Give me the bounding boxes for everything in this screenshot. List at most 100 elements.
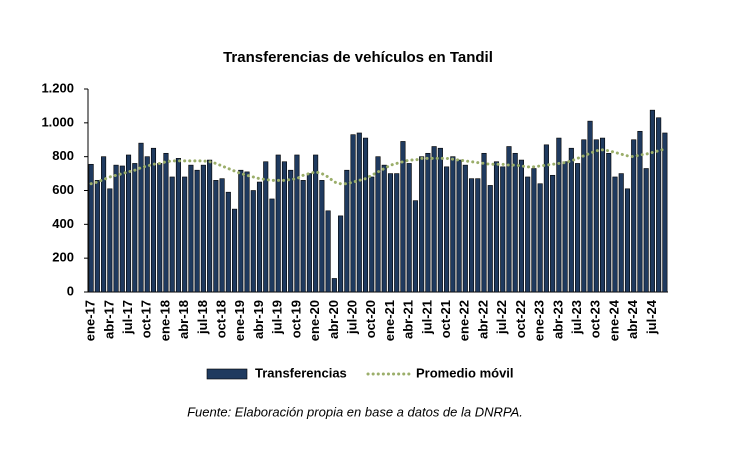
bar <box>543 144 549 293</box>
x-tick-label: oct-20 <box>363 300 378 338</box>
bar <box>394 173 400 293</box>
y-tick-label: 1.200 <box>41 80 74 95</box>
bar <box>500 166 506 293</box>
bar <box>300 180 306 293</box>
bar <box>618 173 624 293</box>
chart-title: Transferencias de vehículos en Tandil <box>223 49 493 66</box>
bar <box>587 120 593 293</box>
bar <box>649 109 655 293</box>
bar <box>356 132 362 293</box>
bar <box>362 137 369 293</box>
x-tick-label: jul-20 <box>344 300 359 335</box>
bar <box>637 130 643 293</box>
bar <box>150 147 157 293</box>
bar <box>132 163 138 293</box>
bar <box>269 198 275 293</box>
bar <box>119 165 125 293</box>
x-tick-label: ene-20 <box>307 300 322 341</box>
bar <box>138 142 144 293</box>
bar <box>375 156 381 293</box>
bar <box>250 190 256 293</box>
bar <box>194 169 200 293</box>
bar <box>450 156 456 293</box>
x-tick-label: jul-23 <box>569 300 584 335</box>
bar <box>462 164 468 293</box>
y-tick-label: 0 <box>67 283 74 298</box>
bar <box>244 171 250 293</box>
bar <box>662 132 668 293</box>
x-tick-label: ene-24 <box>606 299 621 341</box>
bar <box>182 176 188 293</box>
bar <box>631 139 637 293</box>
bar <box>593 139 599 293</box>
legend-swatch <box>206 368 248 380</box>
x-tick-label: jul-24 <box>644 299 659 335</box>
x-tick-label: jul-17 <box>120 300 135 335</box>
bar <box>537 183 543 293</box>
bar <box>444 166 450 293</box>
x-tick-label: jul-21 <box>419 300 434 335</box>
bar <box>157 163 163 293</box>
bar <box>599 137 606 293</box>
x-tick-label: abr-21 <box>401 300 416 339</box>
bar <box>643 168 649 293</box>
bar <box>381 164 387 293</box>
bar <box>225 191 231 293</box>
bar <box>275 154 281 293</box>
bar <box>256 181 263 293</box>
bar <box>281 161 287 293</box>
bar <box>319 180 325 293</box>
bar <box>263 161 269 293</box>
x-tick-label: jul-22 <box>494 300 509 335</box>
bar <box>288 169 294 293</box>
bar <box>531 168 537 293</box>
x-tick-label: ene-22 <box>457 300 472 341</box>
bar <box>481 152 487 293</box>
bar <box>200 164 206 293</box>
bar <box>331 278 337 293</box>
x-tick-label: abr-19 <box>251 300 266 339</box>
bar <box>306 173 312 293</box>
x-tick-label: abr-20 <box>326 300 341 339</box>
legend-label: Transferencias <box>255 365 347 380</box>
bar <box>550 174 556 293</box>
x-tick-label: oct-17 <box>139 300 154 338</box>
y-tick-label: 400 <box>52 216 74 231</box>
bar <box>475 178 481 293</box>
bar <box>581 139 587 293</box>
source-note: Fuente: Elaboración propia en base a dat… <box>187 404 523 419</box>
x-tick-label: abr-17 <box>101 300 116 339</box>
x-tick-label: oct-18 <box>214 300 229 338</box>
bar <box>419 156 425 293</box>
bar <box>437 147 443 293</box>
bar <box>169 176 175 293</box>
bar <box>125 154 132 293</box>
x-tick-label: ene-23 <box>532 300 547 341</box>
bar <box>506 146 512 293</box>
bar <box>369 176 375 293</box>
legend-label: Promedio móvil <box>416 365 514 380</box>
bar <box>656 117 662 293</box>
bar <box>313 154 319 293</box>
bar <box>512 152 518 293</box>
x-tick-label: jul-19 <box>270 300 285 335</box>
bar <box>518 159 524 293</box>
x-tick-label: ene-21 <box>382 300 397 341</box>
bar <box>88 163 94 293</box>
bar <box>213 180 219 293</box>
y-tick-label: 1.000 <box>41 114 74 129</box>
bar <box>575 163 581 293</box>
bar <box>238 169 244 293</box>
bar <box>493 161 500 293</box>
bar <box>456 159 462 293</box>
y-tick-label: 800 <box>52 148 74 163</box>
bar <box>325 210 331 293</box>
bar <box>387 173 394 293</box>
y-tick-label: 600 <box>52 182 74 197</box>
bar <box>624 188 631 293</box>
bar <box>207 159 213 293</box>
bar <box>350 134 356 293</box>
y-tick-label: 200 <box>52 250 74 265</box>
bar <box>188 164 194 293</box>
